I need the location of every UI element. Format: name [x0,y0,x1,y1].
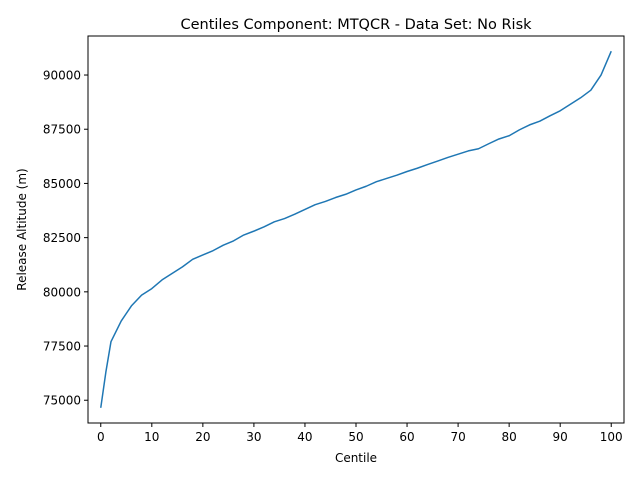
chart-title: Centiles Component: MTQCR - Data Set: No… [180,17,532,33]
y-axis-ticks: 75000 77500 80000 82500 85000 87500 90000 [43,69,88,408]
y-tick-label: 80000 [43,285,81,299]
x-tick-label: 10 [144,430,159,444]
plot-lines [100,50,612,408]
x-tick-label: 0 [97,430,105,444]
y-tick-label: 82500 [43,231,81,245]
y-axis-label: Release Altitude (m) [15,168,29,290]
y-tick-label: 90000 [43,69,81,83]
x-tick-label: 30 [246,430,261,444]
series-line [100,50,612,408]
x-tick-label: 70 [450,430,465,444]
y-tick-label: 77500 [43,340,81,354]
y-tick-label: 85000 [43,177,81,191]
x-tick-label: 40 [297,430,312,444]
plot-frame [87,35,625,424]
x-tick-label: 90 [553,430,568,444]
x-axis-ticks: 0 10 20 30 40 50 60 70 80 90 100 [97,423,623,444]
x-tick-label: 60 [399,430,414,444]
x-tick-label: 20 [195,430,210,444]
x-tick-label: 80 [502,430,517,444]
y-tick-label: 87500 [43,123,81,137]
x-axis-label: Centile [335,451,377,465]
y-tick-label: 75000 [43,394,81,408]
x-tick-label: 100 [600,430,623,444]
x-tick-label: 50 [348,430,363,444]
